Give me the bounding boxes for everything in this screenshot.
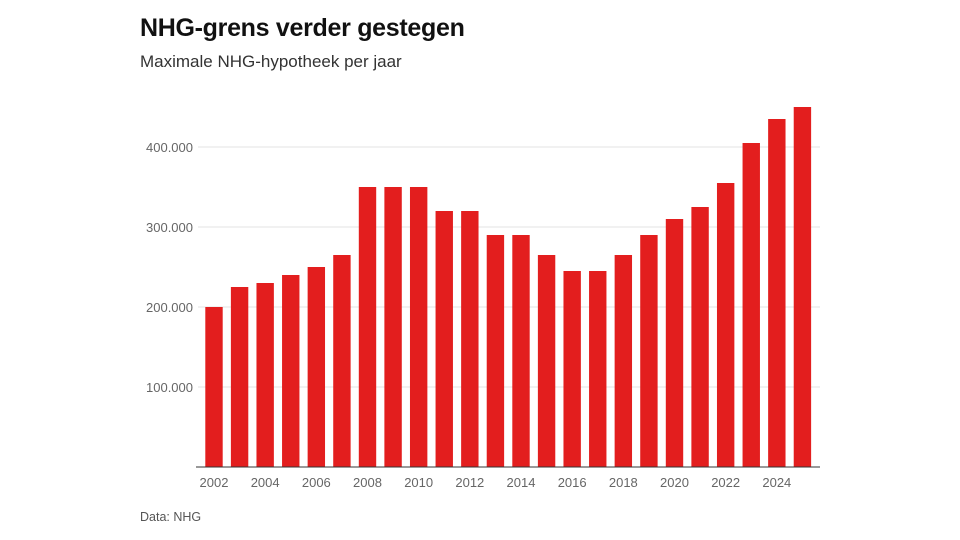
x-tick-label: 2020 — [660, 475, 689, 490]
bar-2003 — [230, 287, 249, 467]
bar-2020 — [665, 219, 684, 467]
bar-2021 — [691, 207, 709, 467]
x-tick-label: 2008 — [353, 475, 382, 490]
bar-2011 — [435, 211, 453, 467]
gridlines — [198, 146, 820, 388]
y-tick-label: 200.000 — [146, 300, 193, 315]
x-tick-label: 2016 — [558, 475, 587, 490]
bar-2013 — [486, 235, 505, 467]
bars — [205, 107, 812, 467]
bar-2015 — [537, 255, 556, 467]
bar-2004 — [256, 283, 274, 467]
x-tick-label: 2018 — [609, 475, 638, 490]
bar-2023 — [742, 143, 760, 467]
bar-2016 — [563, 271, 581, 467]
bar-2018 — [614, 255, 633, 467]
x-tick-label: 2004 — [251, 475, 280, 490]
x-tick-label: 2024 — [762, 475, 791, 490]
x-tick-label: 2012 — [455, 475, 484, 490]
y-tick-label: 400.000 — [146, 140, 193, 155]
x-tick-label: 2010 — [404, 475, 433, 490]
bar-2017 — [589, 271, 607, 467]
bar-2014 — [512, 235, 530, 467]
bar-2008 — [358, 187, 377, 467]
data-source: Data: NHG — [140, 510, 202, 524]
x-tick-label: 2014 — [507, 475, 536, 490]
bar-2012 — [461, 211, 479, 467]
x-axis-ticks: 2002 2004 2006 2008 2010 2012 2014 2016 2018 2020… — [200, 475, 792, 490]
bar-2002 — [205, 307, 223, 467]
bar-2025 — [793, 107, 812, 467]
bar-2006 — [307, 267, 326, 467]
y-tick-label: 300.000 — [146, 220, 193, 235]
chart-subtitle: Maximale NHG-hypotheek per jaar — [140, 52, 402, 71]
bar-2007 — [333, 255, 351, 467]
x-tick-label: 2002 — [200, 475, 229, 490]
bar-2024 — [768, 119, 786, 467]
bar-2009 — [384, 187, 402, 467]
bar-2010 — [409, 187, 428, 467]
chart-title: NHG-grens verder gestegen — [140, 14, 465, 42]
x-tick-label: 2022 — [711, 475, 740, 490]
bar-2005 — [282, 275, 300, 467]
bar-2022 — [716, 183, 735, 467]
y-tick-label: 100.000 — [146, 380, 193, 395]
y-axis-ticks: 100.000 200.000 300.000 400.000 — [146, 140, 193, 395]
bar-2019 — [640, 235, 658, 467]
x-tick-label: 2006 — [302, 475, 331, 490]
